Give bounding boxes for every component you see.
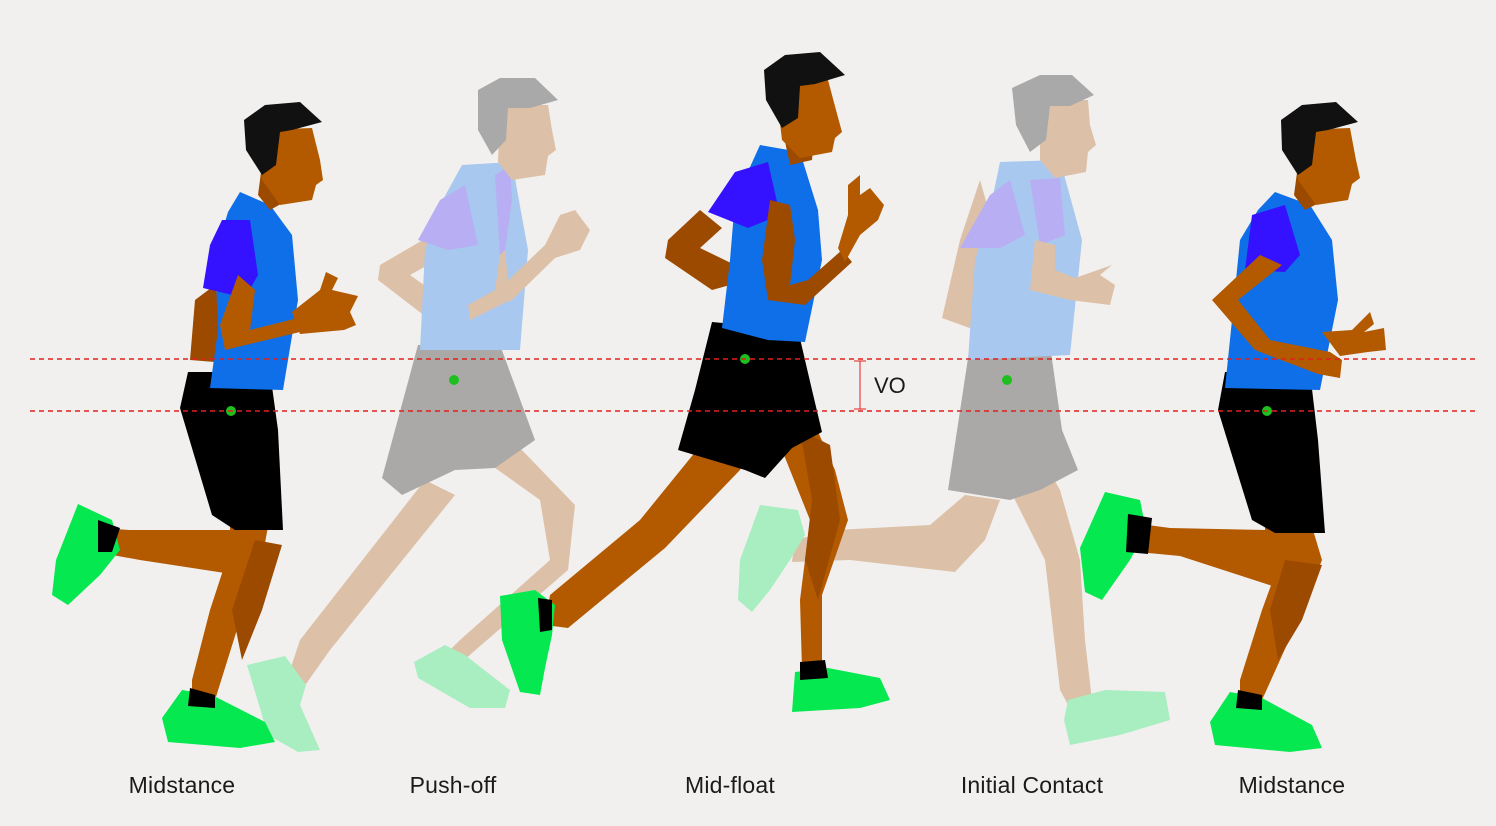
runner-shorts (1218, 372, 1325, 533)
phase-label-midstance-1: Midstance (128, 772, 236, 798)
runner-shoe (247, 656, 320, 752)
runner-shorts (678, 322, 822, 478)
phase-label-initial-contact: Initial Contact (960, 772, 1104, 798)
runner-hair (1281, 102, 1358, 175)
runner-shoe (52, 504, 120, 605)
runner-hair (244, 102, 322, 175)
runner-midstance-2 (1080, 102, 1386, 752)
center-of-mass-dot (1002, 375, 1012, 385)
runner-shoe (792, 668, 890, 712)
runner-shoe (738, 505, 805, 612)
runner-shorts (948, 345, 1078, 500)
runner-shorts (382, 345, 535, 495)
runner-sleeve (203, 220, 258, 298)
runner-initial-contact (738, 75, 1170, 745)
runner-sleeve (1245, 205, 1300, 272)
runner-hair (1012, 75, 1094, 152)
phase-label-midstance-2: Midstance (1238, 772, 1346, 798)
runner-push-off (247, 78, 590, 752)
runner-shirt (420, 162, 528, 350)
center-of-mass-dot (449, 375, 459, 385)
runner-sleeve (708, 162, 780, 228)
runner-shirt (968, 160, 1082, 360)
runner-hair (478, 78, 558, 155)
phase-label-push-off: Push-off (409, 772, 497, 798)
vertical-oscillation-label: VO (874, 373, 906, 398)
phase-label-mid-float: Mid-float (685, 772, 775, 798)
runner-shoe (1210, 692, 1322, 752)
runner-mid-float (500, 52, 890, 712)
runner-shoe (1064, 690, 1170, 745)
runner-shoe (414, 645, 510, 708)
runner-hair (764, 52, 845, 128)
runner-shorts (180, 372, 283, 530)
